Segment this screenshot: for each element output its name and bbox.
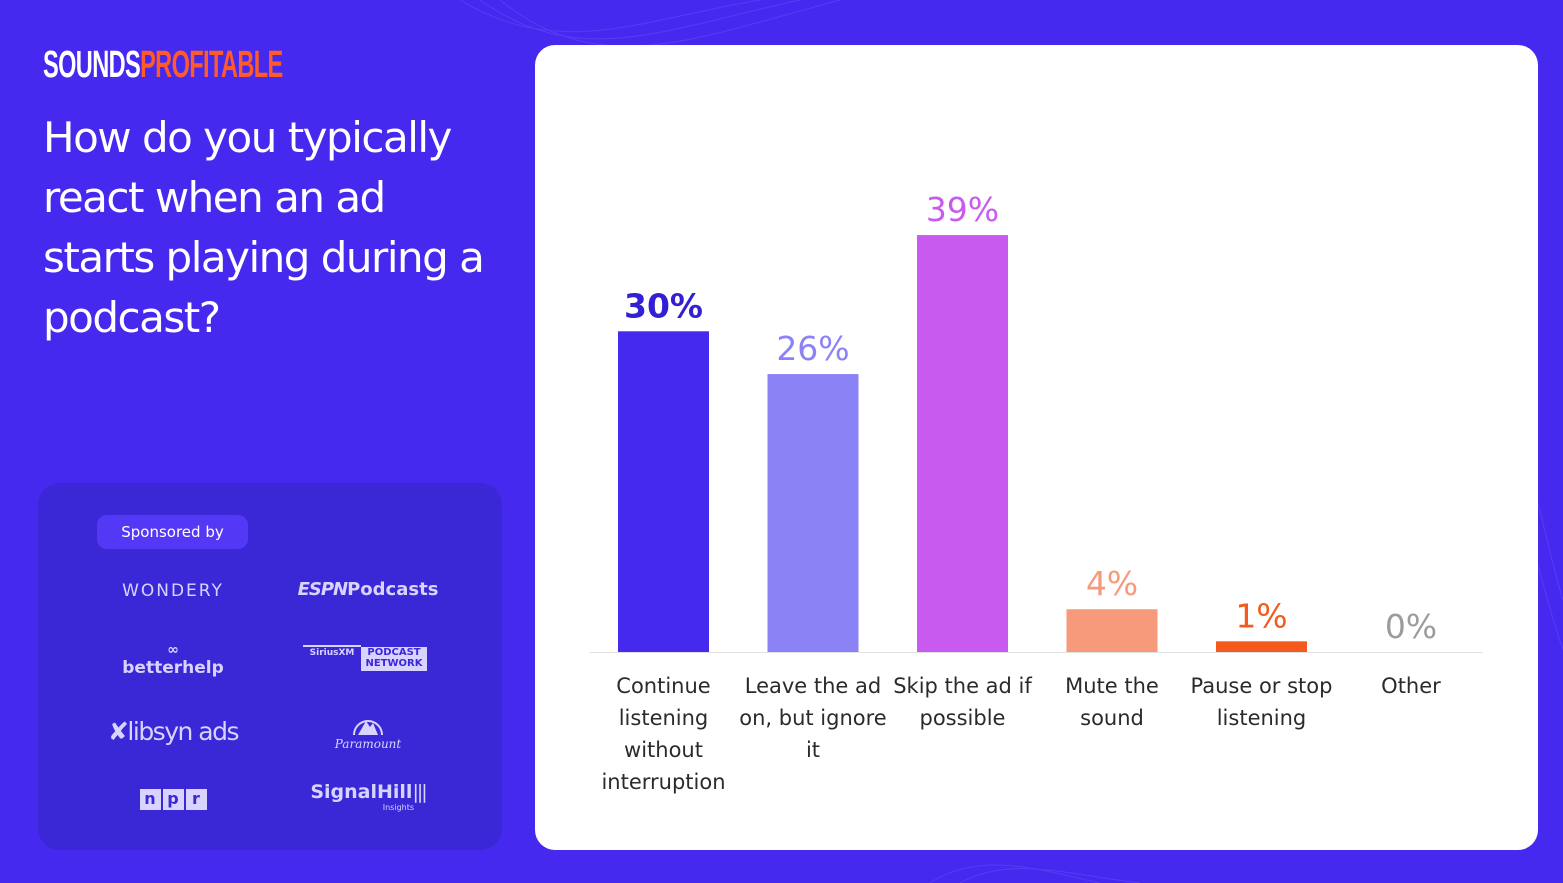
paramount-mountain-icon (353, 720, 383, 736)
sponsored-by-label: Sponsored by (97, 515, 248, 549)
paramount-logo: Paramount (328, 711, 408, 757)
bar-3 (1066, 609, 1158, 652)
value-label-3: 4% (1086, 564, 1138, 603)
npr-letter-p: p (162, 789, 184, 810)
libsyn-ads-logo: ✘libsyn ads (98, 717, 248, 746)
value-label-0: 30% (624, 286, 703, 325)
category-label-1: Leave the ad on, but ignore it (739, 674, 886, 762)
sponsor-panel: Sponsored by WONDERY ESPNPodcasts ∞ bett… (38, 483, 502, 850)
signalhill-sub: Insights (382, 803, 414, 812)
betterhelp-word: betterhelp (122, 658, 224, 678)
espn-logo-word: Podcasts (347, 579, 439, 600)
signalhill-bars-icon: ||| (412, 781, 427, 803)
bar-1 (767, 374, 859, 652)
brand-logo: SOUNDSPROFITABLE (43, 44, 283, 86)
bar-chart: 30% Continue listening without interruption 2… (590, 190, 1483, 794)
value-label-4: 1% (1235, 596, 1287, 635)
value-label-2: 39% (926, 190, 999, 229)
npr-letter-n: n (139, 789, 161, 810)
signalhill-word: SignalHill (310, 781, 413, 803)
wondery-logo: WONDERY (122, 581, 224, 601)
libsyn-word: libsyn ads (127, 717, 239, 746)
bar-0 (618, 331, 709, 652)
npr-letter-r: r (185, 789, 207, 810)
podcast-network-block: PODCAST NETWORK (361, 647, 427, 671)
libsyn-icon: ✘ (107, 717, 129, 746)
espn-podcasts-logo: ESPNPodcasts (288, 579, 448, 600)
category-label-5: Other (1381, 674, 1441, 698)
value-label-5: 0% (1385, 607, 1437, 646)
siriusxm-word: SiriusXM (303, 645, 361, 659)
podcast-word: PODCAST (367, 647, 421, 658)
category-label-3: Mute the sound (1065, 674, 1159, 730)
value-label-1: 26% (776, 329, 849, 368)
paramount-word: Paramount (334, 737, 402, 751)
betterhelp-icon: ∞ (167, 642, 179, 658)
brand-logo-part2: PROFITABLE (140, 44, 283, 86)
bar-2 (917, 235, 1008, 652)
brand-logo-part1: SOUNDS (43, 44, 141, 86)
espn-logo-mark: ESPN (297, 579, 349, 600)
category-label-4: Pause or stop listening (1191, 674, 1333, 730)
signalhill-logo: SignalHill||| Insights (308, 781, 428, 812)
category-label-2: Skip the ad if possible (893, 674, 1032, 730)
chart-card: 30% Continue listening without interruption 2… (535, 45, 1538, 850)
bar-4 (1216, 641, 1307, 652)
question-heading: How do you typically react when an ad st… (43, 113, 485, 342)
category-label-0: Continue listening without interruption (601, 674, 725, 794)
siriusxm-podcast-network-logo: SiriusXM PODCAST NETWORK (303, 643, 433, 673)
network-word: NETWORK (365, 658, 423, 669)
betterhelp-logo: ∞ betterhelp (108, 641, 238, 677)
